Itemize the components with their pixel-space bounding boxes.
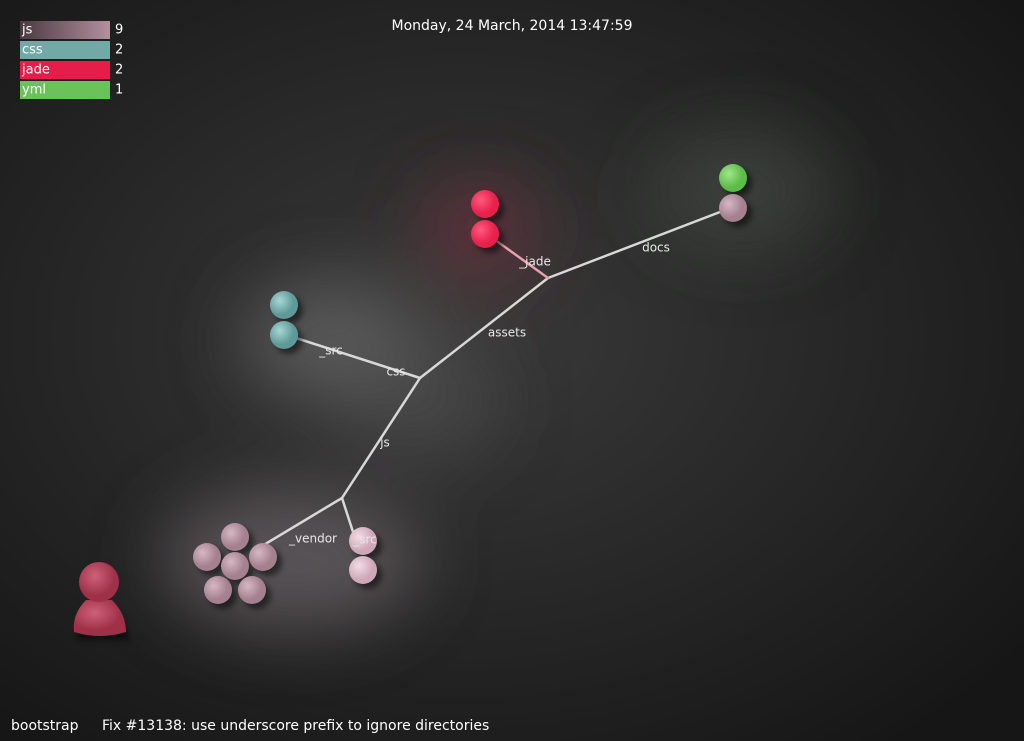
date: Monday, 24 March, 2014 13:47:59 — [392, 18, 633, 34]
commit-message: Fix #13138: use underscore prefix to ign… — [102, 718, 489, 734]
dir-label: _src — [352, 533, 377, 547]
legend-count: 2 — [115, 43, 123, 58]
legend-count: 2 — [115, 63, 123, 78]
legend-bar — [20, 61, 110, 79]
file-nodes — [193, 164, 752, 609]
legend-count: 1 — [115, 83, 123, 98]
repo-name: bootstrap — [11, 718, 79, 734]
dir-label: _src — [318, 344, 343, 358]
dir-label: assets — [488, 326, 526, 340]
legend-label: css — [22, 43, 43, 58]
legend-label: yml — [22, 83, 46, 98]
legend-label: jade — [21, 63, 50, 78]
legend-label: js — [21, 23, 33, 38]
dir-label: _jade — [518, 255, 551, 269]
legend-bar — [20, 81, 110, 99]
dir-label: _vendor — [288, 532, 337, 546]
dir-label: css — [386, 365, 405, 379]
user-avatar — [73, 562, 130, 640]
dir-label: js — [379, 436, 390, 450]
tree-edges — [260, 210, 722, 548]
legend-bar — [20, 41, 110, 59]
legend: js 9 css 2 jade 2 yml 1 — [20, 21, 123, 99]
legend-bar — [20, 21, 110, 39]
dir-label: docs — [642, 241, 670, 255]
legend-count: 9 — [115, 23, 123, 38]
dir-labels: _jade docs assets _src css js _vendor _s… — [288, 241, 670, 547]
